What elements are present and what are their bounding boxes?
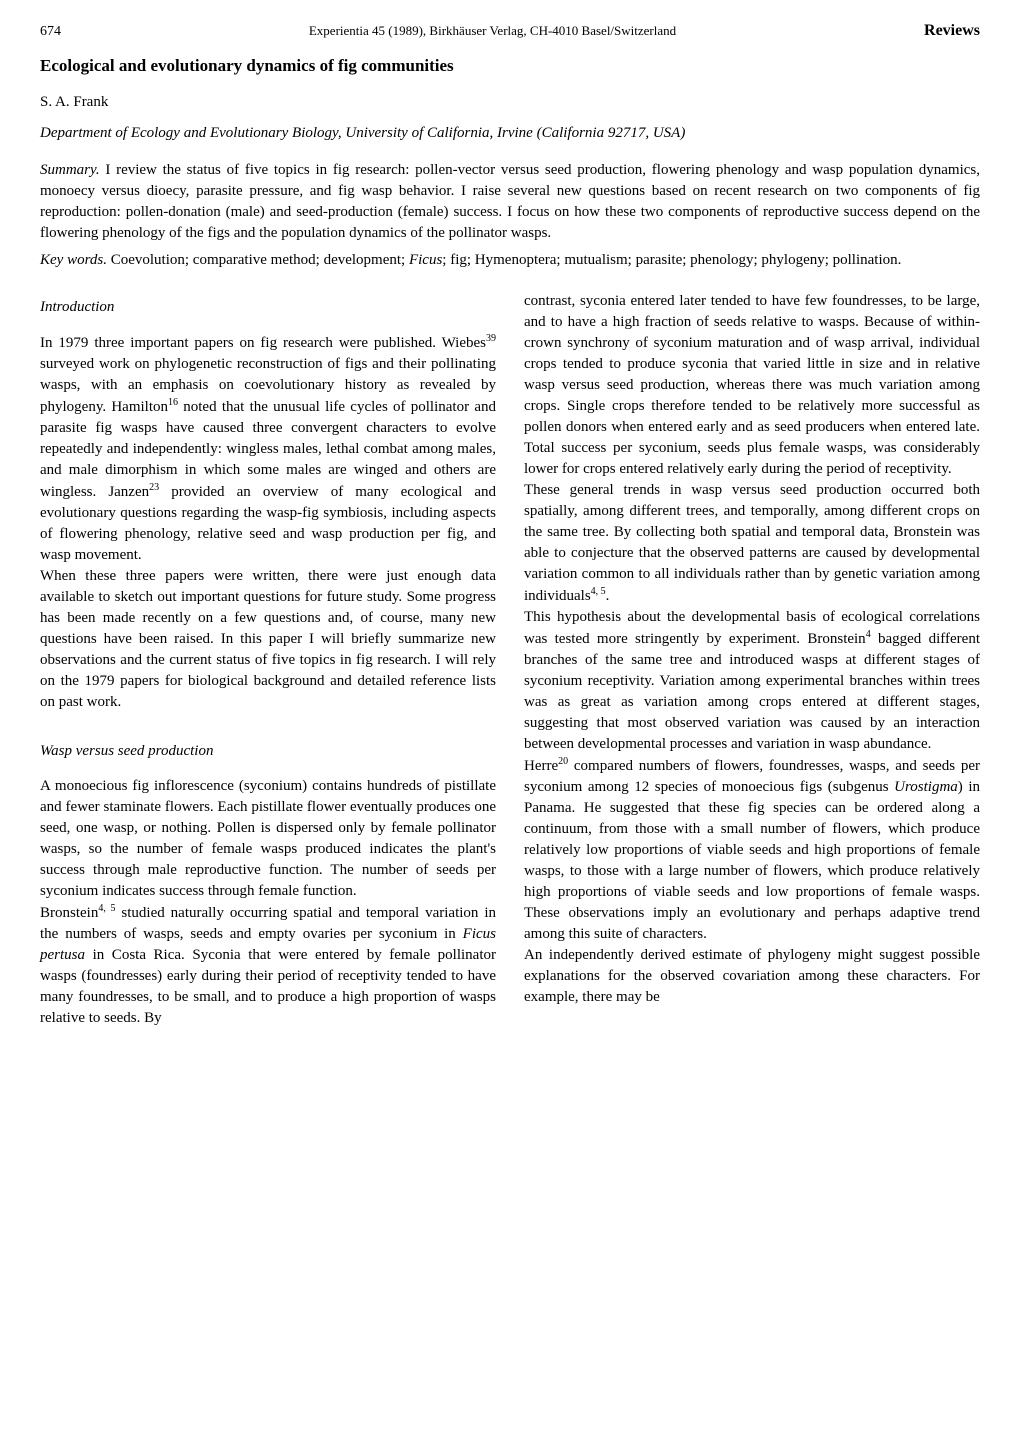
ref-16: 16 (168, 397, 178, 408)
keywords-ficus: Ficus (409, 252, 442, 268)
right-paragraph-3: This hypothesis about the developmental … (524, 607, 980, 755)
keywords-block: Key words. Coevolution; comparative meth… (40, 250, 980, 271)
right-paragraph-4: Herre20 compared numbers of flowers, fou… (524, 755, 980, 945)
keywords-text-1: Coevolution; comparative method; develop… (107, 252, 409, 268)
intro-paragraph-2: When these three papers were written, th… (40, 566, 496, 713)
right-text-4a: Herre (524, 758, 558, 774)
right-paragraph-1: contrast, syconia entered later tended t… (524, 291, 980, 480)
wasp-paragraph-2: Bronstein4, 5 studied naturally occurrin… (40, 902, 496, 1029)
section-label: Reviews (924, 20, 980, 42)
wasp-text-2a: Bronstein (40, 905, 98, 921)
right-paragraph-5: An independently derived estimate of phy… (524, 945, 980, 1008)
intro-paragraph-1: In 1979 three important papers on fig re… (40, 332, 496, 566)
keywords-label: Key words. (40, 252, 107, 268)
two-column-layout: Introduction In 1979 three important pap… (40, 291, 980, 1029)
ref-4-5-b: 4, 5 (591, 586, 606, 597)
right-column: contrast, syconia entered later tended t… (524, 291, 980, 1029)
left-column: Introduction In 1979 three important pap… (40, 291, 496, 1029)
page-header: 674 Experientia 45 (1989), Birkhäuser Ve… (40, 20, 980, 42)
ref-23: 23 (149, 482, 159, 493)
right-text-4c: ) in Panama. He suggested that these fig… (524, 779, 980, 942)
article-title: Ecological and evolutionary dynamics of … (40, 54, 980, 78)
wasp-paragraph-1: A monoecious fig inflorescence (syconium… (40, 776, 496, 902)
keywords-text-2: ; fig; Hymenoptera; mutualism; parasite;… (442, 252, 901, 268)
urostigma: Urostigma (894, 779, 958, 795)
summary-label: Summary. (40, 162, 100, 178)
wasp-text-2c: in Costa Rica. Syconia that were entered… (40, 947, 496, 1026)
intro-text-1a: In 1979 three important papers on fig re… (40, 335, 486, 351)
wasp-seed-heading: Wasp versus seed production (40, 741, 496, 762)
right-text-2b: . (606, 588, 610, 604)
journal-info: Experientia 45 (1989), Birkhäuser Verlag… (309, 22, 676, 40)
introduction-heading: Introduction (40, 297, 496, 318)
author-name: S. A. Frank (40, 92, 980, 113)
ref-39: 39 (486, 333, 496, 344)
author-affiliation: Department of Ecology and Evolutionary B… (40, 123, 980, 144)
summary-text: I review the status of five topics in fi… (40, 162, 980, 241)
summary-block: Summary. I review the status of five top… (40, 160, 980, 244)
right-paragraph-2: These general trends in wasp versus seed… (524, 480, 980, 607)
ref-4-5-a: 4, 5 (98, 903, 115, 914)
right-text-3b: bagged different branches of the same tr… (524, 631, 980, 752)
page-number: 674 (40, 22, 61, 42)
ref-20: 20 (558, 756, 568, 767)
